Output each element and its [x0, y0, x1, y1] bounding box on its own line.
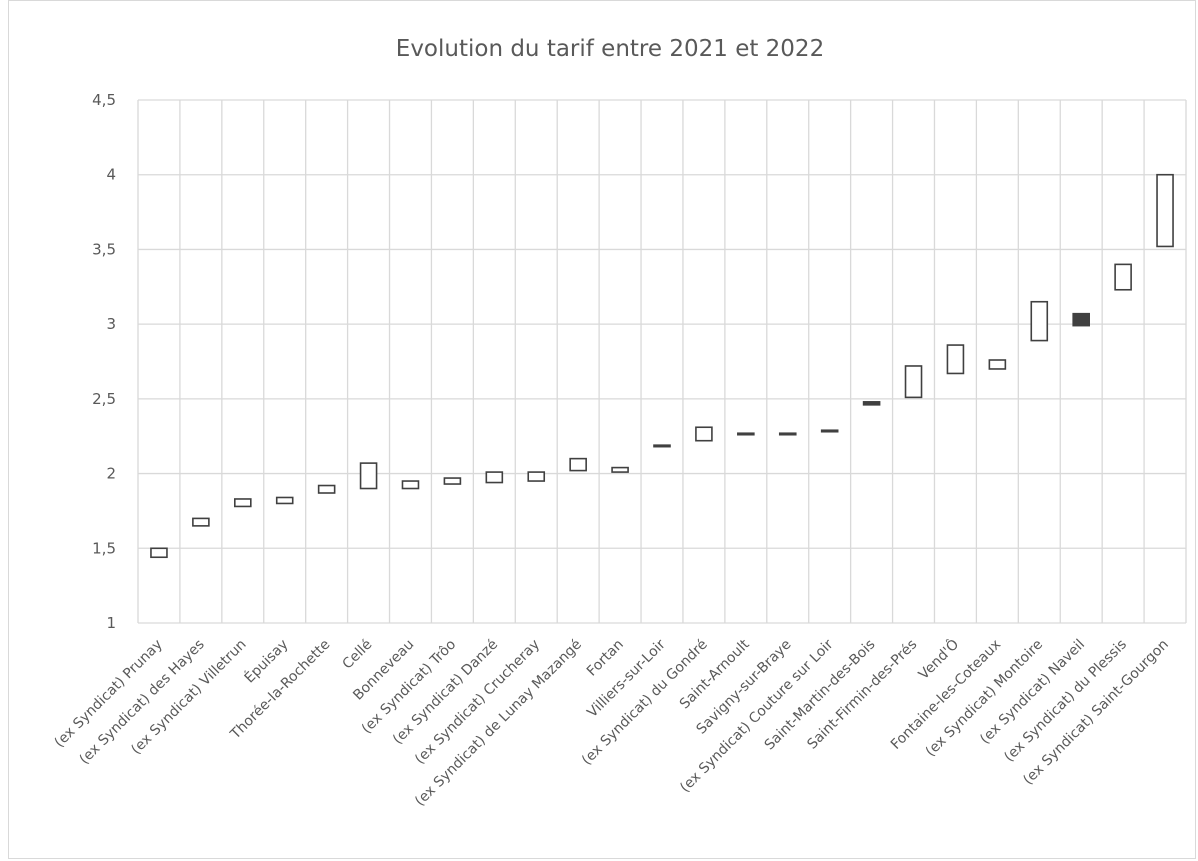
range-bar	[234, 498, 252, 508]
range-bar	[275, 496, 294, 505]
range-bar	[150, 547, 168, 559]
x-tick-label: Cellé	[339, 637, 375, 673]
range-bar	[1114, 263, 1132, 291]
y-tick-label: 2,5	[92, 390, 116, 408]
range-bar	[904, 365, 923, 399]
range-bar	[988, 359, 1007, 370]
range-bar	[946, 344, 965, 375]
x-tick-label: (ex Syndicat) Couture sur Loir	[677, 636, 836, 795]
range-bar	[192, 517, 210, 527]
range-bar	[443, 477, 462, 485]
y-tick-label: 2	[106, 465, 116, 483]
y-tick-label: 1,5	[92, 539, 116, 557]
range-bar	[862, 401, 881, 406]
range-bar	[1030, 300, 1049, 342]
range-bar	[527, 471, 546, 482]
range-bar	[1156, 173, 1174, 248]
range-bar	[359, 462, 378, 490]
y-tick-label: 4	[106, 166, 116, 184]
range-bar	[737, 432, 755, 436]
range-bar	[820, 429, 839, 433]
range-bar	[611, 466, 629, 473]
y-tick-label: 3,5	[92, 240, 116, 258]
y-tick-label: 4,5	[92, 91, 116, 109]
range-bar	[778, 432, 797, 436]
range-bar	[695, 426, 713, 442]
range-bar	[485, 471, 504, 484]
y-tick-label: 1	[106, 614, 116, 632]
range-bar	[1072, 312, 1090, 327]
range-bar	[401, 480, 420, 490]
range-bar	[653, 444, 671, 448]
range-bar	[317, 484, 336, 494]
chart-title: Evolution du tarif entre 2021 et 2022	[395, 36, 825, 62]
y-tick-label: 3	[106, 315, 116, 333]
range-bar	[569, 457, 587, 472]
chart-area	[8, 0, 1196, 859]
